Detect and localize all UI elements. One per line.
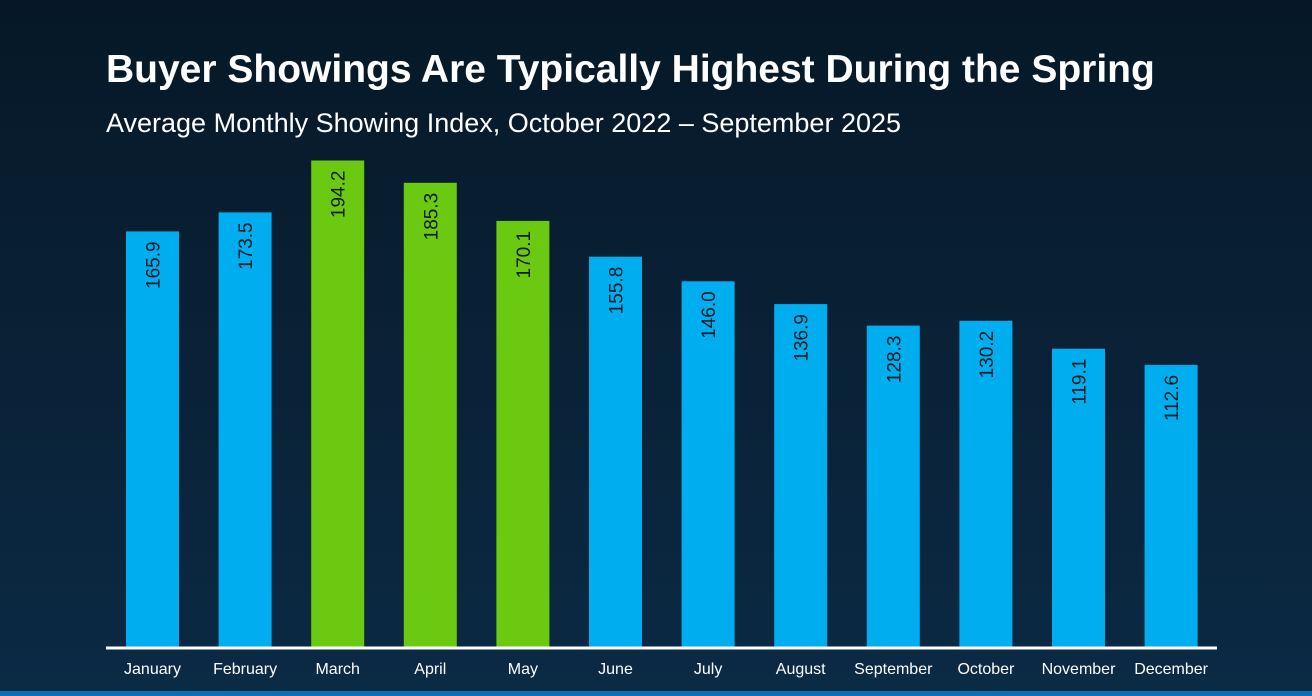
bar-october bbox=[959, 320, 1013, 647]
bar-april bbox=[403, 182, 457, 648]
x-tick-label: May bbox=[508, 661, 538, 678]
x-tick-label: October bbox=[957, 661, 1015, 678]
bar-value-label: 112.6 bbox=[1162, 375, 1183, 421]
bottom-accent-strip bbox=[0, 691, 1312, 696]
bar-value-label: 194.2 bbox=[329, 171, 350, 219]
bar-value-label: 170.1 bbox=[514, 231, 535, 279]
bar-value-label: 155.8 bbox=[607, 267, 628, 315]
bar-value-label: 165.9 bbox=[144, 241, 165, 289]
bar-value-label: 128.3 bbox=[884, 336, 905, 384]
chart-title: Buyer Showings Are Typically Highest Dur… bbox=[106, 48, 1155, 91]
x-tick-label: June bbox=[598, 661, 633, 678]
chart-subtitle: Average Monthly Showing Index, October 2… bbox=[106, 108, 902, 138]
x-axis-tick-labels: January February March April May June July Augu… bbox=[124, 661, 1209, 678]
x-tick-label: January bbox=[124, 661, 181, 678]
bars-group bbox=[126, 160, 1198, 648]
bar-march bbox=[311, 160, 365, 647]
x-tick-label: September bbox=[854, 661, 933, 678]
x-tick-label: April bbox=[414, 661, 446, 678]
bar-november bbox=[1052, 348, 1105, 647]
x-tick-label: February bbox=[213, 661, 277, 678]
bar-may bbox=[496, 220, 550, 647]
bar-january bbox=[126, 231, 179, 647]
x-tick-label: August bbox=[776, 661, 826, 678]
x-tick-label: December bbox=[1134, 661, 1208, 678]
bar-value-label: 185.3 bbox=[421, 193, 442, 241]
x-tick-label: November bbox=[1042, 661, 1116, 678]
bar-december bbox=[1144, 364, 1198, 647]
x-tick-label: July bbox=[694, 661, 722, 678]
bar-value-label: 130.2 bbox=[977, 331, 998, 379]
bar-june bbox=[589, 256, 642, 647]
bar-august bbox=[774, 304, 828, 647]
bar-value-label: 173.5 bbox=[236, 222, 257, 270]
bar-september bbox=[866, 325, 920, 647]
x-tick-label: March bbox=[315, 661, 359, 678]
bar-july bbox=[681, 281, 735, 647]
bar-value-label: 146.0 bbox=[699, 291, 720, 339]
bar-value-label: 119.1 bbox=[1070, 359, 1091, 405]
bar-labels-group: 165.9 173.5 194.2 185.3 170.1 155.8 146.0 136.9… bbox=[144, 171, 1184, 422]
bar-value-label: 136.9 bbox=[792, 314, 813, 362]
bar-february bbox=[218, 212, 272, 647]
